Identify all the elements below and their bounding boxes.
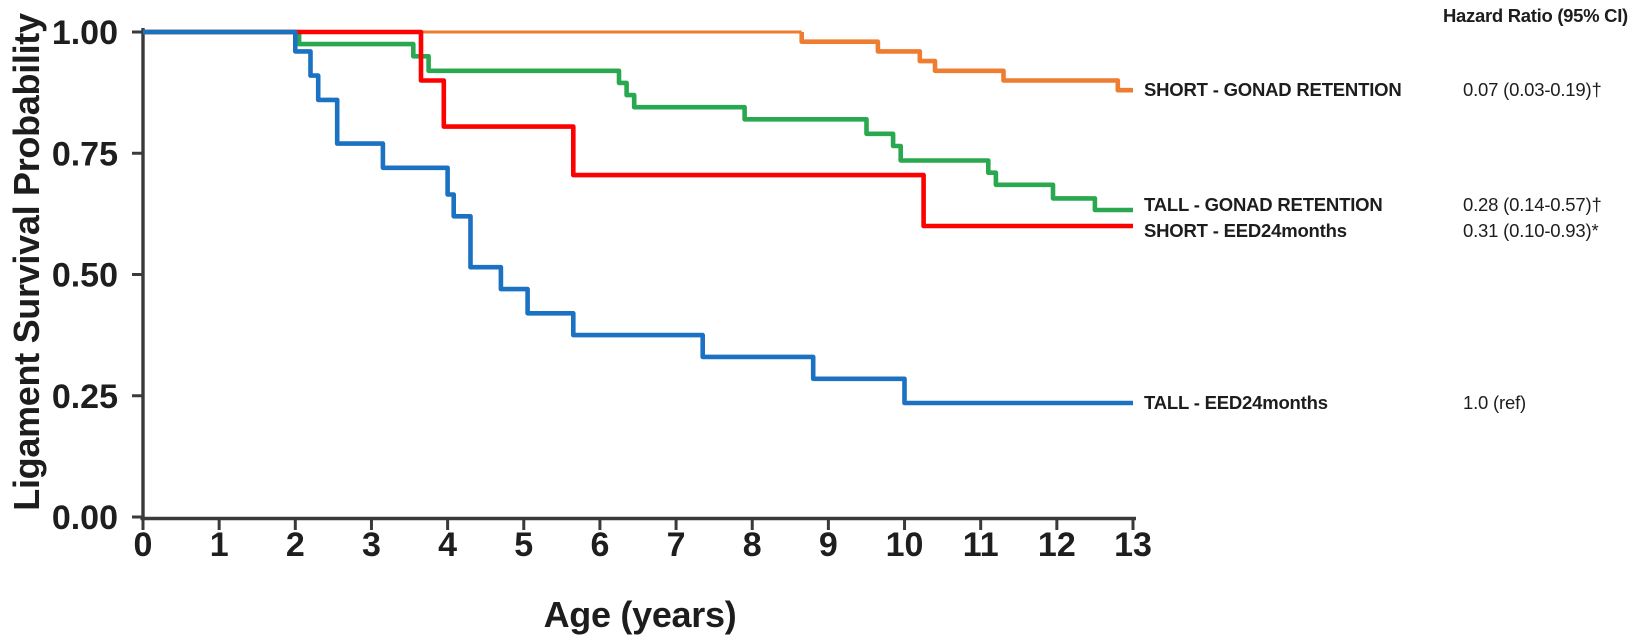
- curve-short-gonad-retention: [799, 32, 1133, 93]
- x-tick-label: 12: [1038, 526, 1076, 564]
- x-tick-label: 3: [362, 526, 381, 564]
- series-label: SHORT - EED24months: [1144, 220, 1347, 241]
- series-label: TALL - GONAD RETENTION: [1144, 193, 1383, 215]
- y-tick-label: 0.50: [52, 257, 118, 295]
- hazard-ratio-value: 0.07 (0.03-0.19)†: [1463, 79, 1602, 101]
- y-tick-label: 0.75: [52, 135, 118, 173]
- x-tick-label: 5: [514, 526, 533, 564]
- series-label: SHORT - GONAD RETENTION: [1144, 79, 1402, 101]
- x-tick-label: 8: [743, 526, 762, 564]
- x-tick-label: 9: [819, 526, 838, 564]
- curve-tall-gonad-retention: [143, 29, 1133, 213]
- x-tick-label: 0: [134, 526, 153, 564]
- legend-item-short-eed24months: SHORT - EED24months 0.31 (0.10-0.93)*: [1144, 220, 1649, 242]
- hazard-ratio-value: 0.31 (0.10-0.93)*: [1463, 220, 1599, 241]
- curve-short-eed24months: [143, 29, 1133, 229]
- x-axis-title: Age (years): [543, 594, 737, 635]
- hazard-ratio-header: Hazard Ratio (95% CI): [1443, 5, 1628, 26]
- curve-tall-eed24months: [143, 29, 1133, 406]
- x-tick-label: 6: [590, 526, 609, 564]
- x-tick-label: 2: [286, 526, 305, 564]
- y-tick-label: 1.00: [52, 14, 118, 52]
- hazard-ratio-value: 1.0 (ref): [1463, 392, 1526, 414]
- y-tick-label: 0.00: [52, 499, 118, 537]
- x-tick-label: 7: [667, 526, 686, 564]
- series-label: TALL - EED24months: [1144, 392, 1328, 414]
- y-axis-title: Ligament Survival Probability: [6, 13, 47, 511]
- legend-item-tall-gonad-retention: TALL - GONAD RETENTION 0.28 (0.14-0.57)†: [1144, 194, 1649, 216]
- x-tick-label: 11: [963, 526, 999, 564]
- legend-item-short-gonad-retention: SHORT - GONAD RETENTION 0.07 (0.03-0.19)†: [1144, 79, 1649, 101]
- legend-item-tall-eed24months: TALL - EED24months 1.0 (ref): [1144, 392, 1649, 414]
- x-tick-label: 13: [1114, 526, 1152, 564]
- y-tick-label: 0.25: [52, 378, 118, 416]
- x-tick-label: 4: [438, 526, 457, 564]
- x-tick-label: 10: [886, 526, 924, 564]
- hazard-ratio-value: 0.28 (0.14-0.57)†: [1463, 193, 1602, 215]
- x-tick-label: 1: [210, 526, 229, 564]
